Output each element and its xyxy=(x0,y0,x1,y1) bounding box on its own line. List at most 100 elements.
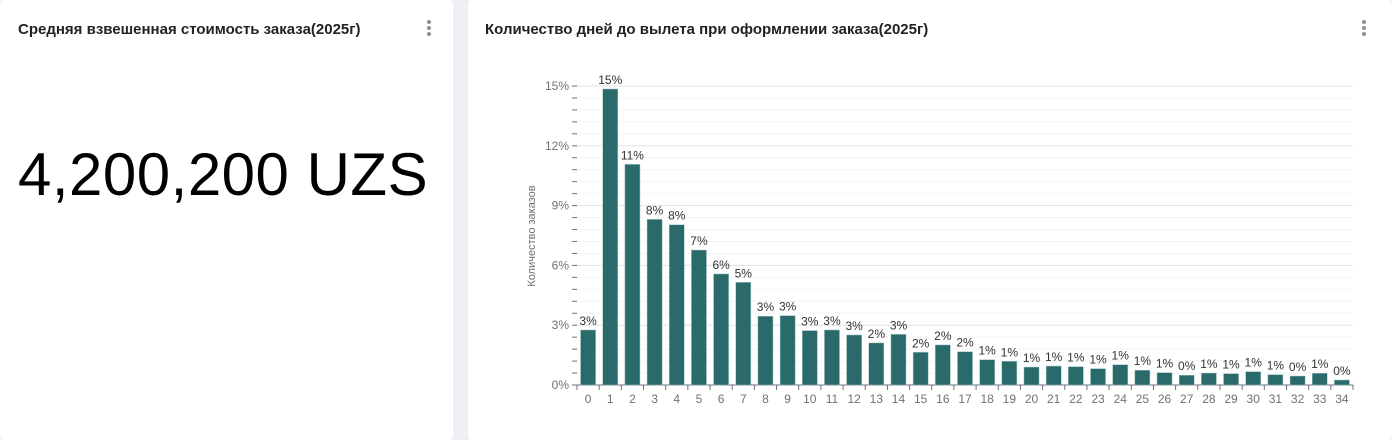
data-label: 1% xyxy=(1089,353,1107,367)
kebab-menu-icon[interactable] xyxy=(427,20,431,38)
x-tick-label: 8 xyxy=(762,392,769,406)
bar xyxy=(1334,379,1350,386)
bar xyxy=(691,249,707,386)
data-label: 8% xyxy=(668,209,686,223)
kpi-card: Средняя взвешенная стоимость заказа(2025… xyxy=(0,0,453,440)
x-tick-label: 17 xyxy=(958,392,972,406)
x-tick-label: 15 xyxy=(914,392,928,406)
x-tick-label: 0 xyxy=(585,392,592,406)
data-label: 0% xyxy=(1178,359,1196,373)
data-label: 1% xyxy=(1134,354,1152,368)
x-tick-label: 20 xyxy=(1025,392,1039,406)
x-tick-label: 6 xyxy=(718,392,725,406)
bar xyxy=(757,315,774,386)
x-tick-label: 13 xyxy=(870,392,884,406)
bar xyxy=(1023,366,1040,386)
data-label: 0% xyxy=(1289,360,1307,374)
x-tick-label: 30 xyxy=(1247,392,1261,406)
data-label: 1% xyxy=(1112,349,1130,363)
data-label: 1% xyxy=(1156,357,1174,371)
bar xyxy=(668,224,685,386)
bar xyxy=(1289,375,1306,386)
bar xyxy=(824,329,840,386)
bar xyxy=(1178,374,1195,386)
y-tick-label: 0% xyxy=(552,378,570,392)
y-tick-label: 12% xyxy=(545,139,569,153)
x-tick-label: 31 xyxy=(1269,392,1283,406)
data-label: 1% xyxy=(1311,357,1329,371)
x-tick-label: 14 xyxy=(892,392,906,406)
bar xyxy=(1201,372,1217,386)
bar xyxy=(868,342,885,386)
bar xyxy=(890,334,907,386)
data-label: 1% xyxy=(1023,351,1041,365)
data-label: 1% xyxy=(1267,359,1285,373)
x-tick-label: 12 xyxy=(847,392,861,406)
x-tick-label: 26 xyxy=(1158,392,1172,406)
x-tick-label: 24 xyxy=(1114,392,1128,406)
kpi-title: Средняя взвешенная стоимость заказа(2025… xyxy=(18,21,361,38)
data-label: 3% xyxy=(579,314,597,328)
y-tick-label: 6% xyxy=(552,258,570,272)
x-tick-label: 28 xyxy=(1202,392,1216,406)
bar xyxy=(580,329,596,386)
x-tick-label: 10 xyxy=(803,392,817,406)
bar xyxy=(602,88,619,386)
data-label: 1% xyxy=(1222,358,1240,372)
x-tick-label: 29 xyxy=(1224,392,1238,406)
data-label: 1% xyxy=(978,344,996,358)
data-label: 1% xyxy=(1045,350,1063,364)
y-tick-label: 9% xyxy=(552,199,570,213)
bar xyxy=(935,344,951,386)
x-tick-label: 2 xyxy=(629,392,636,406)
bar xyxy=(1068,366,1084,386)
x-tick-label: 16 xyxy=(936,392,950,406)
x-tick-label: 11 xyxy=(826,392,839,406)
x-tick-label: 4 xyxy=(673,392,680,406)
data-label: 1% xyxy=(1200,357,1218,371)
data-label: 2% xyxy=(912,336,930,350)
bar xyxy=(735,282,752,386)
bar xyxy=(912,352,929,386)
chart-title: Количество дней до вылета при оформлении… xyxy=(485,21,929,38)
x-tick-label: 33 xyxy=(1313,392,1327,406)
bar xyxy=(802,330,818,386)
data-label: 8% xyxy=(646,203,664,217)
data-label: 3% xyxy=(823,314,841,328)
data-label: 1% xyxy=(1245,356,1263,370)
bar xyxy=(979,359,995,386)
data-label: 6% xyxy=(712,258,730,272)
bar xyxy=(1245,371,1262,386)
y-axis-label: Количество заказов xyxy=(526,185,538,286)
data-label: 3% xyxy=(845,319,863,333)
data-label: 5% xyxy=(735,266,753,280)
y-tick-label: 3% xyxy=(552,318,570,332)
x-tick-label: 9 xyxy=(784,392,791,406)
bar xyxy=(846,334,862,386)
data-label: 3% xyxy=(779,300,797,314)
x-tick-label: 23 xyxy=(1091,392,1105,406)
data-label: 3% xyxy=(757,300,775,314)
x-tick-label: 3 xyxy=(651,392,658,406)
x-tick-label: 5 xyxy=(696,392,703,406)
data-label: 0% xyxy=(1333,364,1351,378)
bar xyxy=(646,219,663,386)
bar xyxy=(1112,364,1128,386)
chart-card: Количество дней до вылета при оформлении… xyxy=(468,0,1392,440)
bar xyxy=(957,351,973,386)
x-tick-label: 21 xyxy=(1047,392,1061,406)
bar xyxy=(1090,368,1106,386)
data-label: 2% xyxy=(934,329,952,343)
data-label: 1% xyxy=(1067,351,1085,365)
bar xyxy=(1001,361,1018,386)
x-tick-label: 7 xyxy=(740,392,747,406)
data-label: 3% xyxy=(890,318,908,332)
kebab-menu-icon[interactable] xyxy=(1362,20,1366,38)
bar xyxy=(624,164,641,386)
data-label: 11% xyxy=(621,148,644,162)
kpi-value: 4,200,200 UZS xyxy=(18,141,429,208)
x-tick-label: 27 xyxy=(1180,392,1194,406)
data-label: 2% xyxy=(956,336,974,350)
bar xyxy=(779,315,796,386)
